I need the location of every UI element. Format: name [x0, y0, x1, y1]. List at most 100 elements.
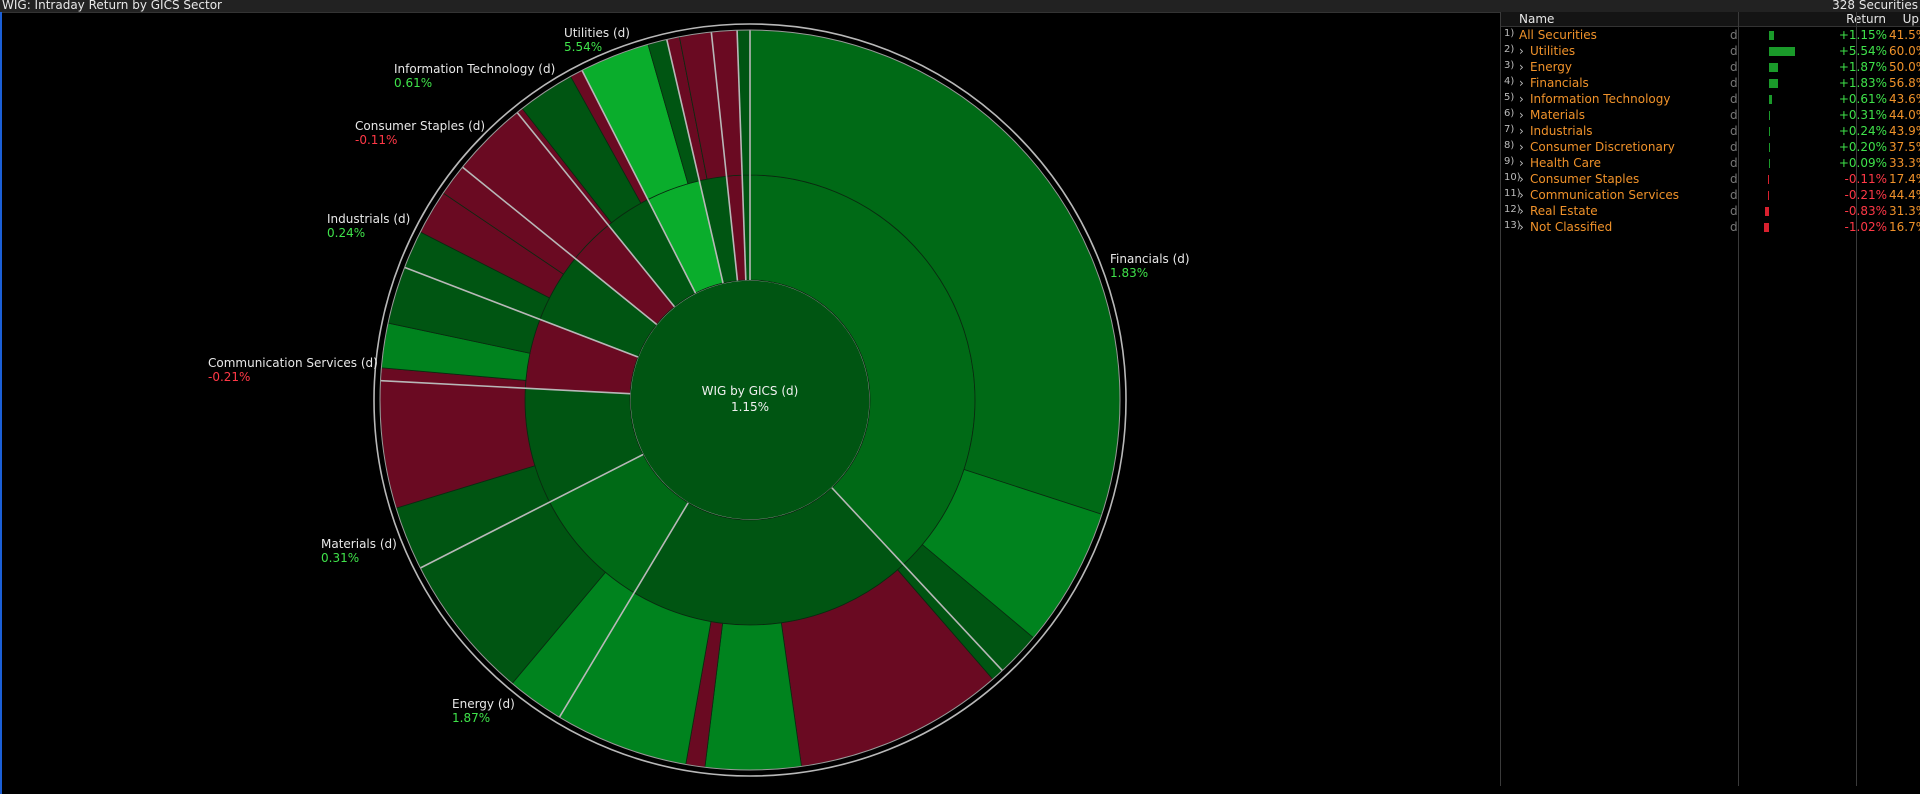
callout-materials-d[interactable]: Materials (d) 0.31% [321, 537, 397, 565]
sector-divider [380, 379, 631, 395]
callout-name: Materials (d) [321, 537, 397, 551]
table-row[interactable]: 6) › Materials d +0.31%44.0% [1501, 107, 1920, 123]
row-index: 3) [1504, 60, 1515, 71]
outer-ring [373, 23, 1127, 777]
row-name[interactable]: Energy [1530, 60, 1573, 74]
row-return: -0.11% [1844, 172, 1887, 186]
row-name[interactable]: Real Estate [1530, 204, 1598, 218]
table-row[interactable]: 10)› Consumer Staples d -0.11%17.4% [1501, 171, 1920, 187]
table-row[interactable]: 1) All Securities d +1.15%41.5% [1501, 27, 1920, 43]
row-name[interactable]: Consumer Staples [1530, 172, 1640, 186]
row-up: 31.3% [1889, 204, 1920, 218]
row-return: -0.83% [1844, 204, 1887, 218]
row-d: d [1730, 60, 1738, 74]
row-index: 8) [1504, 140, 1515, 151]
row-index: 4) [1504, 76, 1515, 87]
row-index: 13) [1504, 220, 1521, 231]
header-up[interactable]: Up [1902, 12, 1919, 26]
expand-chevron-icon[interactable]: › [1519, 172, 1524, 186]
return-bar [1769, 79, 1778, 88]
expand-chevron-icon[interactable]: › [1519, 92, 1524, 106]
table-row[interactable]: 8) › Consumer Discretionary d +0.20%37.5% [1501, 139, 1920, 155]
expand-chevron-icon[interactable]: › [1519, 140, 1524, 154]
row-return: +0.09% [1838, 156, 1887, 170]
expand-chevron-icon[interactable]: › [1519, 220, 1524, 234]
callout-industrials-d[interactable]: Industrials (d) 0.24% [327, 212, 410, 240]
row-name[interactable]: Financials [1530, 76, 1589, 90]
row-up: 43.9% [1889, 124, 1920, 138]
callout-financials-d[interactable]: Financials (d) 1.83% [1110, 252, 1190, 280]
table-header: Name Return Up [1501, 12, 1920, 27]
row-name[interactable]: Health Care [1530, 156, 1602, 170]
table-row[interactable]: 9) › Health Care d +0.09%33.3% [1501, 155, 1920, 171]
callout-name: Energy (d) [452, 697, 515, 711]
sector-divider [558, 502, 689, 718]
sunburst-chart: WIG by GICS (d) 1.15% [373, 23, 1127, 777]
callout-name: Communication Services (d) [208, 356, 378, 370]
callout-information-technology-d[interactable]: Information Technology (d) 0.61% [394, 62, 555, 90]
row-name[interactable]: Communication Services [1530, 188, 1679, 202]
row-d: d [1730, 156, 1738, 170]
callout-utilities-d[interactable]: Utilities (d) 5.54% [564, 26, 630, 54]
table-row[interactable]: 4) › Financials d +1.83%56.8% [1501, 75, 1920, 91]
expand-chevron-icon[interactable]: › [1519, 60, 1524, 74]
row-return: +1.87% [1838, 60, 1887, 74]
expand-chevron-icon[interactable]: › [1519, 108, 1524, 122]
row-name[interactable]: Utilities [1530, 44, 1576, 58]
sector-divider [516, 111, 676, 308]
sector-divider [710, 31, 739, 281]
callout-communication-services-d[interactable]: Communication Services (d) -0.21% [208, 356, 378, 384]
callout-energy-d[interactable]: Energy (d) 1.87% [452, 697, 515, 725]
row-d: d [1730, 204, 1738, 218]
securities-count: 328 Securities [1832, 0, 1918, 12]
row-up: 44.0% [1889, 108, 1920, 122]
row-index: 5) [1504, 92, 1515, 103]
header-return[interactable]: Return [1846, 12, 1886, 26]
return-bar [1769, 63, 1778, 72]
expand-chevron-icon[interactable]: › [1519, 188, 1524, 202]
title-bar: WIG: Intraday Return by GICS Sector 328 … [0, 0, 1920, 13]
table-row[interactable]: 13)› Not Classified d -1.02%16.7% [1501, 219, 1920, 235]
row-name[interactable]: Materials [1530, 108, 1586, 122]
expand-chevron-icon[interactable]: › [1519, 204, 1524, 218]
table-row[interactable]: 5) › Information Technology d +0.61%43.6% [1501, 91, 1920, 107]
table-row[interactable]: 12)› Real Estate d -0.83%31.3% [1501, 203, 1920, 219]
expand-chevron-icon[interactable]: › [1519, 124, 1524, 138]
table-row[interactable]: 7) › Industrials d +0.24%43.9% [1501, 123, 1920, 139]
table-row[interactable]: 2) › Utilities d +5.54%60.0% [1501, 43, 1920, 59]
center-label: WIG by GICS (d) [702, 384, 799, 398]
row-up: 44.4% [1889, 188, 1920, 202]
row-index: 2) [1504, 44, 1515, 55]
expand-chevron-icon[interactable]: › [1519, 156, 1524, 170]
callout-value: -0.11% [355, 133, 398, 147]
callout-name: Utilities (d) [564, 26, 630, 40]
row-return: -0.21% [1844, 188, 1887, 202]
table-row[interactable]: 11)› Communication Services d -0.21%44.4% [1501, 187, 1920, 203]
callout-name: Financials (d) [1110, 252, 1190, 266]
row-name[interactable]: Industrials [1530, 124, 1593, 138]
row-up: 41.5% [1889, 28, 1920, 42]
row-d: d [1730, 172, 1738, 186]
sector-divider [461, 166, 658, 326]
sector-divider [404, 266, 639, 358]
row-name[interactable]: All Securities [1519, 28, 1597, 42]
expand-chevron-icon[interactable]: › [1519, 76, 1524, 90]
row-name[interactable]: Consumer Discretionary [1530, 140, 1675, 154]
row-name[interactable]: Not Classified [1530, 220, 1613, 234]
callout-consumer-staples-d[interactable]: Consumer Staples (d) -0.11% [355, 119, 485, 147]
row-d: d [1730, 220, 1738, 234]
callout-name: Consumer Staples (d) [355, 119, 486, 133]
row-up: 17.4% [1889, 172, 1920, 186]
row-up: 60.0% [1889, 44, 1920, 58]
row-return: +0.61% [1838, 92, 1887, 106]
row-name[interactable]: Information Technology [1530, 92, 1671, 106]
expand-chevron-icon[interactable]: › [1519, 44, 1524, 58]
row-index: 6) [1504, 108, 1515, 119]
callout-value: 5.54% [564, 40, 603, 54]
header-name[interactable]: Name [1519, 12, 1555, 26]
col-divider [1856, 12, 1857, 786]
row-return: -1.02% [1844, 220, 1887, 234]
return-bar [1769, 47, 1795, 56]
row-index: 7) [1504, 124, 1515, 135]
table-row[interactable]: 3) › Energy d +1.87%50.0% [1501, 59, 1920, 75]
